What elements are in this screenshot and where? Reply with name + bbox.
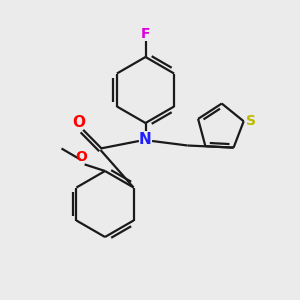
Text: O: O <box>75 151 87 164</box>
Text: F: F <box>141 27 150 41</box>
Text: N: N <box>139 132 152 147</box>
Text: S: S <box>246 114 256 128</box>
Text: O: O <box>72 115 86 130</box>
